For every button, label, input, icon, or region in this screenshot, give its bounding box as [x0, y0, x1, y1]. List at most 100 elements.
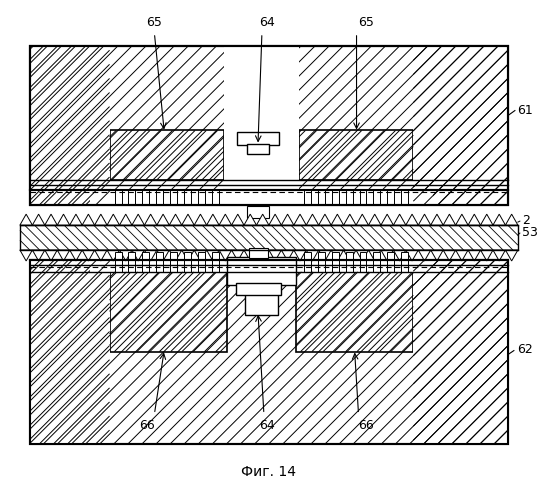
Bar: [30, 260, 508, 444]
Text: Фиг. 14: Фиг. 14: [241, 465, 296, 479]
Polygon shape: [356, 214, 368, 225]
Bar: [332, 190, 339, 205]
Polygon shape: [57, 214, 70, 225]
Polygon shape: [319, 250, 331, 261]
Polygon shape: [468, 214, 481, 225]
Polygon shape: [157, 250, 170, 261]
Polygon shape: [182, 250, 194, 261]
Bar: [401, 190, 408, 205]
Polygon shape: [32, 250, 45, 261]
Bar: [296, 272, 413, 351]
Polygon shape: [207, 250, 219, 261]
Bar: [30, 46, 110, 205]
Polygon shape: [45, 214, 57, 225]
Polygon shape: [481, 250, 493, 261]
Bar: [212, 190, 219, 205]
Bar: [332, 252, 339, 272]
Polygon shape: [194, 214, 207, 225]
Bar: [129, 252, 136, 272]
Polygon shape: [170, 250, 182, 261]
Polygon shape: [456, 214, 468, 225]
Polygon shape: [331, 214, 343, 225]
Text: 66: 66: [359, 420, 374, 432]
Bar: [143, 252, 150, 272]
Polygon shape: [431, 214, 443, 225]
Polygon shape: [219, 214, 232, 225]
Polygon shape: [281, 214, 294, 225]
Bar: [245, 285, 278, 314]
Bar: [318, 190, 325, 205]
Text: 65: 65: [359, 16, 374, 29]
Polygon shape: [356, 250, 368, 261]
Bar: [401, 252, 408, 272]
Polygon shape: [82, 214, 94, 225]
Bar: [20, 225, 518, 250]
Polygon shape: [119, 214, 132, 225]
Polygon shape: [393, 214, 406, 225]
Bar: [237, 132, 279, 145]
Bar: [30, 46, 508, 205]
Bar: [110, 130, 224, 180]
Polygon shape: [232, 214, 244, 225]
Polygon shape: [119, 250, 132, 261]
Polygon shape: [468, 250, 481, 261]
Polygon shape: [232, 250, 244, 261]
Polygon shape: [94, 250, 107, 261]
Polygon shape: [418, 214, 431, 225]
Bar: [114, 252, 122, 272]
Polygon shape: [381, 214, 393, 225]
Polygon shape: [107, 214, 119, 225]
Bar: [114, 190, 122, 205]
Polygon shape: [94, 214, 107, 225]
Text: 2: 2: [522, 214, 530, 226]
Bar: [30, 46, 508, 205]
Polygon shape: [406, 214, 418, 225]
Polygon shape: [45, 250, 57, 261]
Polygon shape: [505, 214, 518, 225]
Polygon shape: [132, 250, 144, 261]
Bar: [299, 130, 413, 180]
Polygon shape: [244, 214, 256, 225]
Polygon shape: [269, 250, 281, 261]
Polygon shape: [144, 250, 157, 261]
Bar: [318, 252, 325, 272]
Polygon shape: [418, 250, 431, 261]
Polygon shape: [481, 214, 493, 225]
Bar: [346, 190, 353, 205]
Bar: [387, 252, 394, 272]
Bar: [387, 190, 394, 205]
Bar: [90, 190, 433, 205]
Bar: [346, 252, 353, 272]
Bar: [170, 252, 177, 272]
Bar: [110, 272, 227, 351]
Polygon shape: [368, 214, 381, 225]
Bar: [247, 206, 269, 218]
Bar: [198, 252, 205, 272]
Polygon shape: [20, 250, 32, 261]
Bar: [360, 190, 367, 205]
Polygon shape: [505, 250, 518, 261]
Text: 66: 66: [139, 420, 156, 432]
Polygon shape: [207, 214, 219, 225]
Bar: [304, 190, 310, 205]
Polygon shape: [182, 214, 194, 225]
Bar: [157, 252, 163, 272]
Bar: [90, 252, 433, 272]
Polygon shape: [381, 250, 393, 261]
Text: 62: 62: [517, 343, 532, 356]
Polygon shape: [107, 250, 119, 261]
Text: 64: 64: [259, 420, 275, 432]
Text: 61: 61: [517, 104, 532, 117]
Bar: [157, 190, 163, 205]
Bar: [143, 190, 150, 205]
Polygon shape: [431, 250, 443, 261]
Polygon shape: [294, 214, 306, 225]
Bar: [360, 252, 367, 272]
Polygon shape: [443, 250, 456, 261]
Polygon shape: [70, 250, 82, 261]
Polygon shape: [269, 214, 281, 225]
Bar: [224, 46, 299, 190]
Text: 65: 65: [146, 16, 163, 29]
Bar: [374, 252, 381, 272]
Polygon shape: [493, 250, 505, 261]
